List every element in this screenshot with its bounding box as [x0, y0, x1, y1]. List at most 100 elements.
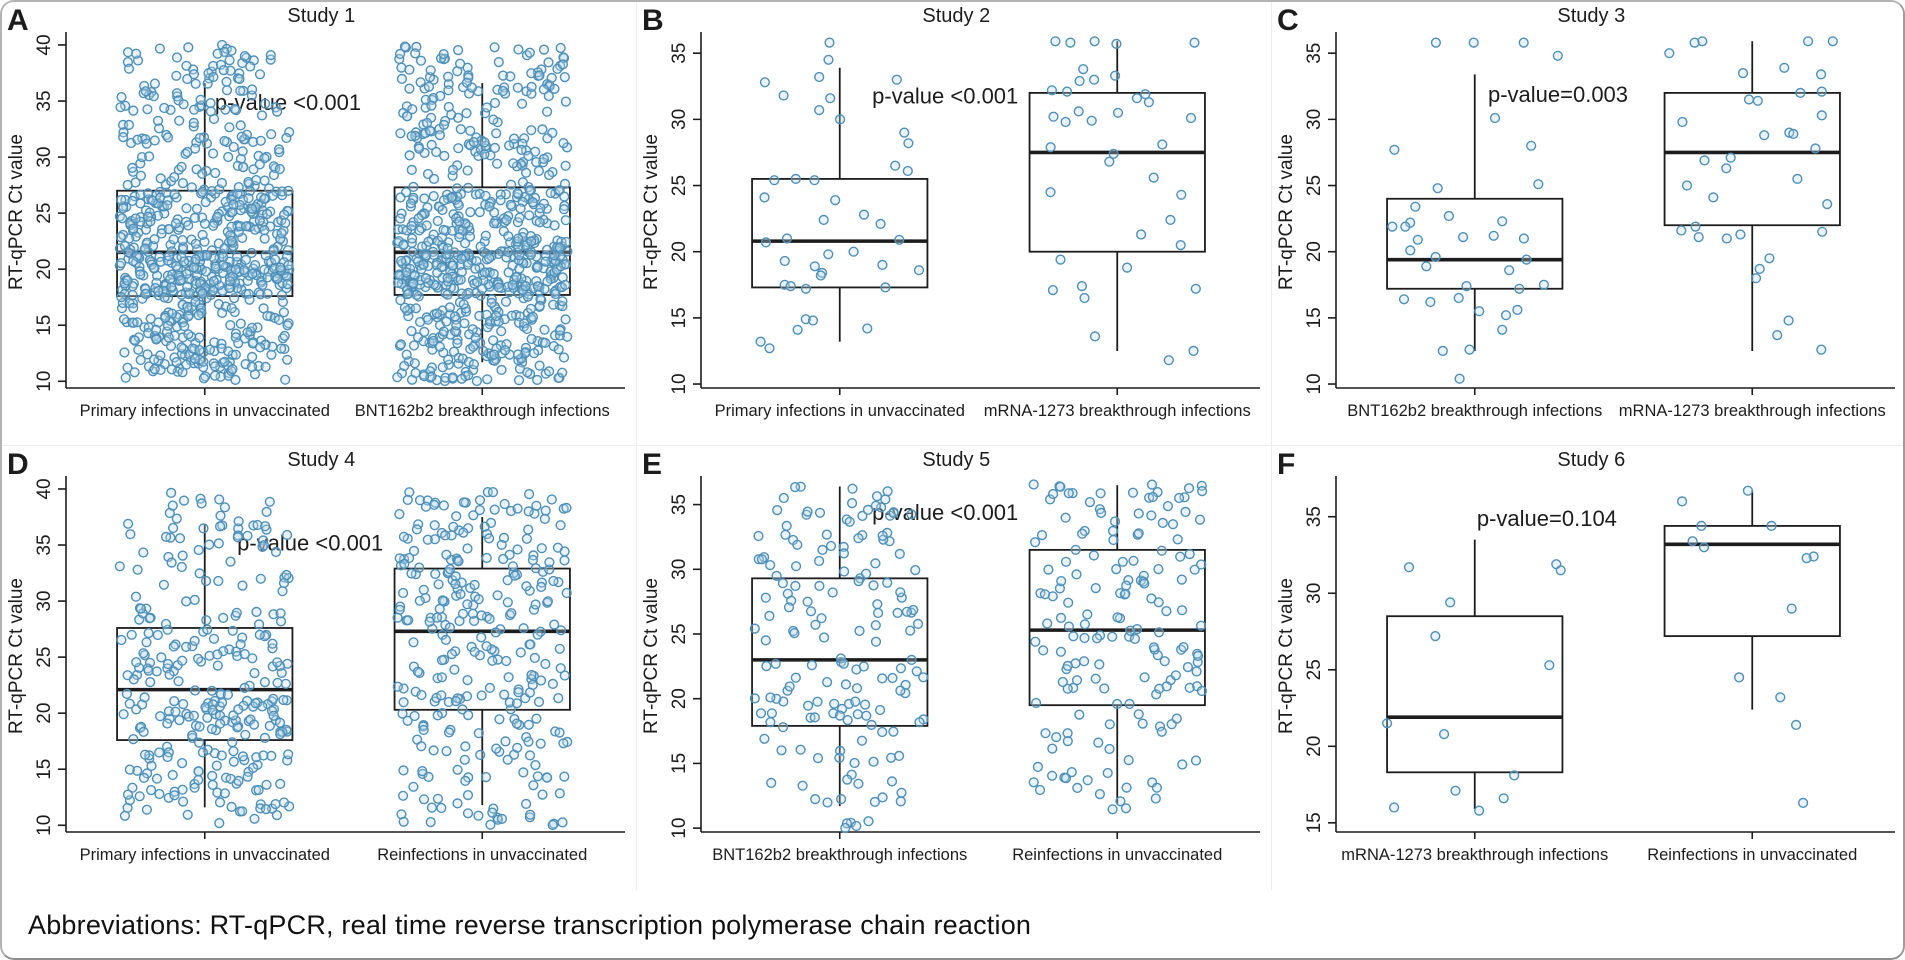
data-point	[870, 636, 882, 647]
data-point	[177, 367, 188, 378]
data-point	[439, 150, 450, 162]
x-group-label: mRNA-1273 breakthrough infections	[984, 402, 1251, 420]
data-point	[396, 73, 408, 85]
data-point	[210, 167, 221, 179]
data-point	[204, 539, 215, 550]
data-point	[512, 544, 523, 555]
data-point	[462, 675, 473, 686]
data-point	[894, 234, 905, 245]
data-point	[474, 495, 486, 506]
data-point	[228, 746, 239, 757]
data-point	[534, 360, 545, 371]
data-point	[851, 820, 862, 832]
data-point	[790, 481, 801, 493]
data-point	[770, 658, 781, 669]
data-point	[481, 102, 493, 113]
data-point	[1498, 793, 1509, 804]
data-point	[132, 134, 143, 145]
data-point	[219, 788, 231, 799]
data-point	[418, 724, 429, 736]
data-point	[880, 282, 891, 293]
data-point	[1196, 685, 1208, 697]
data-point	[128, 223, 139, 234]
data-point	[416, 741, 427, 752]
data-point	[532, 629, 543, 640]
y-tick-label: 15	[669, 753, 690, 774]
data-point	[131, 657, 142, 668]
data-point	[283, 260, 294, 271]
data-point	[448, 521, 459, 532]
data-point	[177, 758, 188, 769]
data-point	[850, 696, 861, 707]
data-point	[124, 698, 135, 709]
data-point	[888, 507, 899, 519]
data-point	[473, 810, 484, 821]
data-point	[1038, 645, 1049, 656]
data-point	[278, 797, 290, 808]
data-point	[464, 231, 476, 242]
data-point	[426, 371, 437, 382]
data-point	[140, 749, 151, 760]
boxplot-chart-c: C Study 3 RT-qPCR Ct value 10 15 20 25 30 35 p-va…	[1276, 4, 1895, 420]
data-point	[260, 98, 271, 109]
data-point	[428, 191, 439, 202]
iqr-box	[1028, 92, 1206, 253]
data-point	[125, 529, 136, 540]
data-point	[119, 347, 130, 358]
data-point	[207, 779, 218, 791]
data-point	[803, 700, 814, 711]
data-point	[1063, 597, 1074, 608]
data-point	[1104, 156, 1115, 167]
data-point	[264, 720, 275, 732]
data-point	[1176, 189, 1187, 200]
data-point	[151, 773, 163, 784]
data-point	[453, 143, 464, 154]
data-point	[275, 608, 286, 619]
data-point	[413, 332, 424, 343]
data-point	[535, 203, 546, 214]
data-point	[1170, 670, 1182, 681]
data-point	[494, 714, 505, 725]
data-point	[499, 498, 510, 510]
data-point	[446, 109, 457, 120]
data-point	[247, 203, 258, 215]
data-point	[215, 689, 226, 700]
data-point	[170, 706, 181, 717]
panel-letter: D	[7, 448, 29, 481]
data-point	[487, 807, 498, 818]
data-point	[265, 49, 276, 61]
scatter-points	[1677, 485, 1819, 809]
data-point	[525, 249, 536, 260]
data-point	[402, 289, 413, 300]
data-point	[398, 816, 409, 827]
data-point	[196, 498, 207, 509]
data-point	[148, 91, 159, 102]
data-point	[852, 709, 863, 720]
data-point	[1734, 672, 1745, 683]
data-point	[538, 84, 550, 95]
data-point	[168, 641, 179, 652]
y-tick-label: 30	[1304, 109, 1325, 130]
data-point	[470, 332, 481, 344]
data-point	[1421, 261, 1432, 272]
data-point	[169, 172, 180, 183]
data-point	[512, 187, 523, 199]
data-point	[135, 269, 146, 280]
data-point	[426, 802, 438, 813]
data-point	[1403, 562, 1415, 573]
data-point	[124, 795, 136, 806]
data-point	[282, 529, 293, 541]
data-point	[398, 790, 409, 801]
scatter-points	[1664, 36, 1838, 355]
data-point	[1151, 689, 1162, 700]
data-point	[1474, 306, 1485, 317]
data-point	[842, 774, 853, 785]
y-axis-label: RT-qPCR Ct value	[1276, 578, 1297, 734]
data-point	[487, 486, 499, 498]
data-point	[526, 333, 537, 345]
data-point	[238, 85, 249, 97]
data-point	[513, 44, 524, 55]
data-point	[1677, 116, 1688, 128]
data-point	[1790, 719, 1802, 731]
data-point	[875, 704, 886, 716]
